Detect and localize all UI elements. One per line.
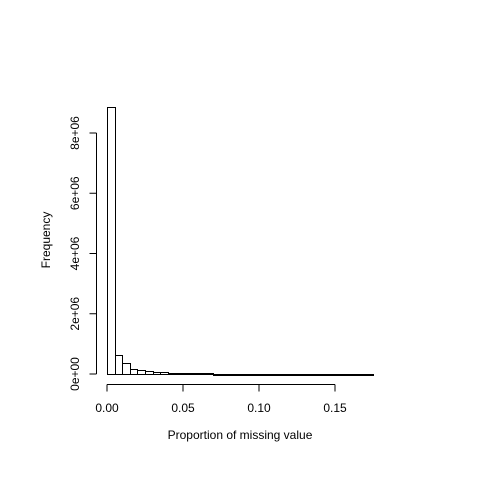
histogram-bar-32: [350, 374, 359, 376]
x-axis-ticks: 0.00 0.05 0.10 0.15: [95, 384, 347, 415]
x-tick-label-2: 0.10: [247, 401, 271, 415]
x-tick-label-3: 0.15: [323, 401, 347, 415]
histogram-bars: [107, 107, 374, 376]
y-tick-label-0: 0e+00: [68, 357, 82, 391]
x-axis: 0.00 0.05 0.10 0.15: [95, 384, 347, 415]
histogram-bar-9: [175, 373, 184, 375]
histogram-bar-7: [160, 372, 169, 375]
histogram-bar-18: [244, 374, 252, 376]
histogram-bar-3: [130, 369, 138, 375]
histogram-bar-6: [153, 372, 161, 375]
y-tick-label-3: 6e+06: [68, 176, 82, 210]
histogram-bar-2: [122, 363, 131, 375]
histogram-bar-23: [282, 374, 290, 376]
histogram-bar-22: [274, 374, 283, 376]
histogram-bar-34: [365, 374, 374, 376]
histogram-bar-33: [358, 374, 366, 376]
histogram-bar-14: [213, 374, 222, 376]
y-axis: 0e+00 2e+06 4e+06 6e+06 8e+06: [68, 116, 97, 391]
histogram-bar-5: [145, 371, 154, 375]
histogram-bar-12: [198, 373, 207, 375]
histogram-bar-31: [343, 374, 351, 376]
histogram-bar-0: [107, 107, 116, 375]
y-tick-label-4: 8e+06: [68, 116, 82, 150]
histogram-bar-10: [183, 373, 192, 375]
histogram-bar-29: [327, 374, 336, 376]
x-tick-label-1: 0.05: [171, 401, 195, 415]
histogram-bar-4: [137, 370, 146, 375]
x-axis-title: Proportion of missing value: [168, 428, 313, 442]
histogram-bar-24: [289, 374, 298, 376]
histogram-bar-20: [259, 374, 268, 376]
y-tick-label-2: 4e+06: [68, 236, 82, 270]
x-tick-label-0: 0.00: [95, 401, 119, 415]
histogram-bar-21: [267, 374, 275, 376]
histogram-bar-30: [335, 374, 344, 376]
histogram-bar-15: [221, 374, 230, 376]
histogram-bar-19: [251, 374, 260, 376]
histogram-bar-28: [320, 374, 328, 376]
y-tick-label-1: 2e+06: [68, 297, 82, 331]
histogram-bar-13: [206, 373, 214, 375]
histogram-bar-26: [305, 374, 313, 376]
histogram-bar-1: [115, 355, 123, 375]
histogram-bar-25: [297, 374, 306, 376]
histogram-bar-8: [168, 373, 176, 375]
histogram-bar-16: [229, 374, 237, 376]
histogram-bar-11: [191, 373, 199, 375]
y-axis-title: Frequency: [39, 212, 53, 269]
y-axis-ticks: 0e+00 2e+06 4e+06 6e+06 8e+06: [68, 116, 97, 391]
histogram-bar-17: [236, 374, 245, 376]
histogram-bar-27: [312, 374, 321, 376]
